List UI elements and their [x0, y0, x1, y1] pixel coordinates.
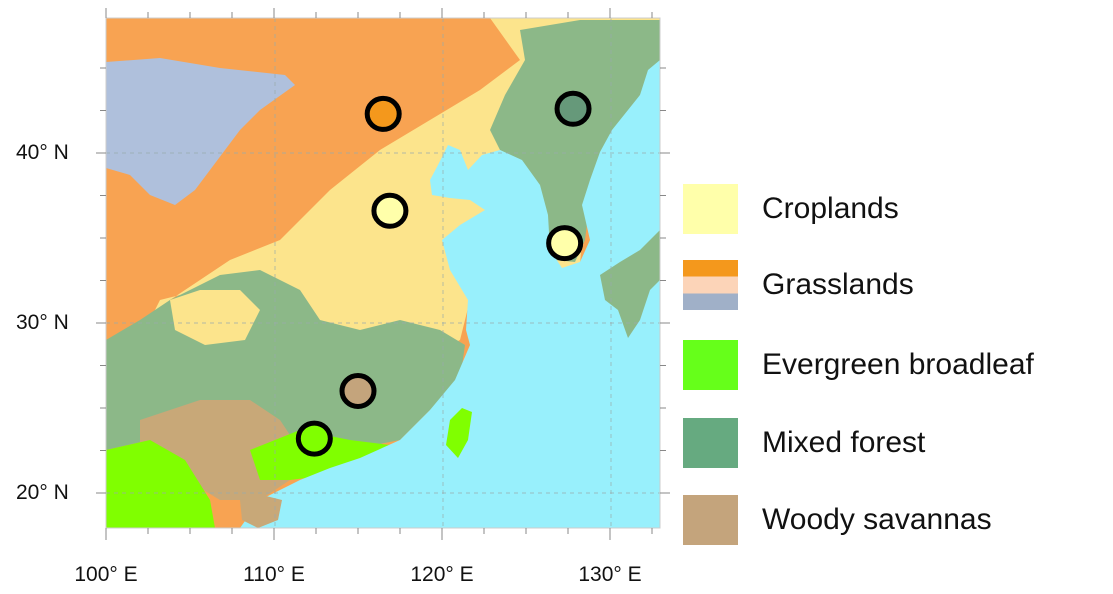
- taiwan: [446, 408, 472, 458]
- site-marker: [295, 420, 333, 457]
- axis-ticks: [96, 8, 670, 540]
- legend-swatch: [683, 418, 738, 468]
- legend-label: Woody savannas: [762, 503, 992, 536]
- legend-swatch: [683, 340, 738, 390]
- japan: [600, 230, 660, 338]
- lon-tick-label: 100° E: [74, 563, 138, 586]
- legend-item: Mixed forest: [683, 418, 925, 468]
- legend-item: Woody savannas: [683, 495, 992, 545]
- grid-lines: [106, 18, 660, 528]
- lon-tick-label: 110° E: [243, 563, 305, 586]
- legend-item: Grasslands: [683, 260, 914, 310]
- site-markers: [295, 90, 592, 457]
- lat-tick-label: 20° N: [16, 481, 69, 504]
- hainan: [240, 495, 282, 528]
- legend-label: Mixed forest: [762, 426, 926, 459]
- cropland-sichuan: [170, 290, 260, 345]
- legend-swatch: [683, 495, 738, 545]
- legend-item: Evergreen broadleaf: [683, 340, 1034, 390]
- legend-item: Croplands: [683, 184, 899, 234]
- legend-swatch: [683, 184, 738, 234]
- sea: [240, 60, 660, 528]
- evergreen-indochina: [106, 440, 215, 528]
- site-marker: [554, 90, 592, 127]
- lon-tick-label: 120° E: [410, 563, 474, 586]
- legend-label: Grasslands: [762, 268, 914, 301]
- lat-tick-label: 40° N: [16, 141, 69, 164]
- map-frame: [105, 17, 661, 529]
- site-marker: [364, 95, 402, 132]
- site-marker: [546, 225, 584, 262]
- legend-label: Croplands: [762, 192, 899, 225]
- lon-tick-label: 130° E: [578, 563, 642, 586]
- site-marker: [339, 373, 377, 409]
- barren-region: [106, 58, 295, 205]
- legend-swatch: [683, 260, 738, 310]
- legend-label: Evergreen broadleaf: [762, 348, 1034, 381]
- mixed-forest-northeast: [490, 20, 660, 262]
- site-marker: [371, 192, 409, 229]
- lat-tick-label: 30° N: [16, 311, 69, 334]
